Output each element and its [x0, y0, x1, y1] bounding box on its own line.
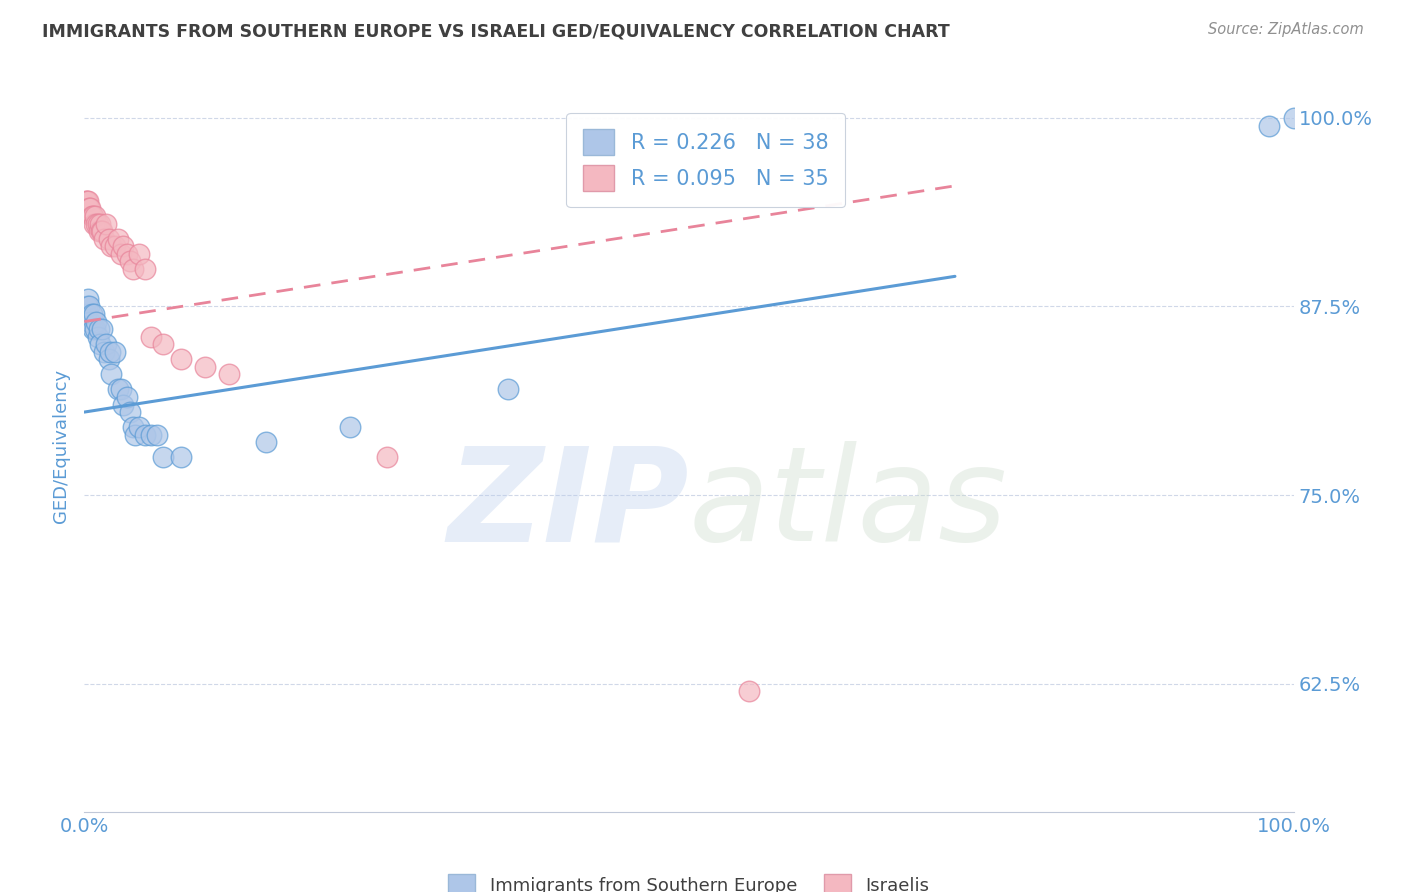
Point [115, 246, 138, 260]
Point [124, 427, 146, 442]
Point [110, 383, 132, 397]
Point [110, 246, 132, 260]
Point [115, 390, 138, 404]
Point [87, 224, 110, 238]
Y-axis label: GED/Equivalency: GED/Equivalency [52, 369, 70, 523]
Point [97, 232, 120, 246]
Point [75, 307, 97, 321]
Point [128, 420, 150, 434]
Point [100, 239, 122, 253]
Point [139, 427, 162, 442]
Text: atlas: atlas [689, 441, 1008, 568]
Text: IMMIGRANTS FROM SOUTHERN EUROPE VS ISRAELI GED/EQUIVALENCY CORRELATION CHART: IMMIGRANTS FROM SOUTHERN EUROPE VS ISRAE… [42, 22, 950, 40]
Point [146, 427, 169, 442]
Point [77, 194, 100, 208]
Point [107, 232, 129, 246]
Point [1282, 111, 1305, 125]
Point [77, 292, 100, 306]
Point [134, 427, 156, 442]
Point [139, 329, 162, 343]
Point [121, 420, 143, 434]
Point [89, 217, 111, 231]
Point [112, 239, 135, 253]
Point [112, 398, 135, 412]
Point [120, 254, 142, 268]
Point [91, 224, 114, 238]
Point [79, 315, 101, 329]
Point [93, 232, 115, 246]
Legend: Immigrants from Southern Europe, Israelis: Immigrants from Southern Europe, Israeli… [439, 864, 939, 892]
Point [87, 322, 110, 336]
Point [75, 194, 97, 208]
Point [89, 337, 111, 351]
Point [77, 202, 100, 216]
Point [107, 383, 129, 397]
Text: ZIP: ZIP [447, 441, 689, 568]
Point [94, 217, 117, 231]
Point [496, 383, 519, 397]
Point [80, 307, 103, 321]
Point [339, 420, 361, 434]
Point [83, 217, 105, 231]
Point [104, 239, 127, 253]
Point [97, 352, 120, 367]
Point [218, 368, 240, 382]
Point [375, 450, 398, 465]
Point [76, 194, 98, 208]
Point [121, 261, 143, 276]
Point [194, 359, 217, 374]
Point [1258, 119, 1281, 133]
Point [152, 337, 174, 351]
Point [84, 209, 107, 223]
Point [80, 209, 103, 223]
Point [90, 224, 112, 238]
Point [98, 344, 121, 359]
Point [94, 337, 117, 351]
Text: Source: ZipAtlas.com: Source: ZipAtlas.com [1208, 22, 1364, 37]
Point [86, 329, 108, 343]
Point [82, 322, 104, 336]
Point [77, 300, 100, 314]
Point [86, 217, 108, 231]
Point [738, 684, 761, 698]
Point [91, 322, 114, 336]
Point [128, 246, 150, 260]
Point [170, 352, 193, 367]
Point [82, 209, 104, 223]
Point [84, 322, 107, 336]
Point [76, 300, 98, 314]
Point [86, 315, 108, 329]
Point [79, 202, 101, 216]
Point [104, 344, 127, 359]
Point [170, 450, 193, 465]
Point [120, 405, 142, 419]
Point [134, 261, 156, 276]
Point [93, 344, 115, 359]
Point [152, 450, 174, 465]
Point [83, 307, 105, 321]
Point [100, 368, 122, 382]
Point [254, 435, 277, 450]
Point [86, 217, 108, 231]
